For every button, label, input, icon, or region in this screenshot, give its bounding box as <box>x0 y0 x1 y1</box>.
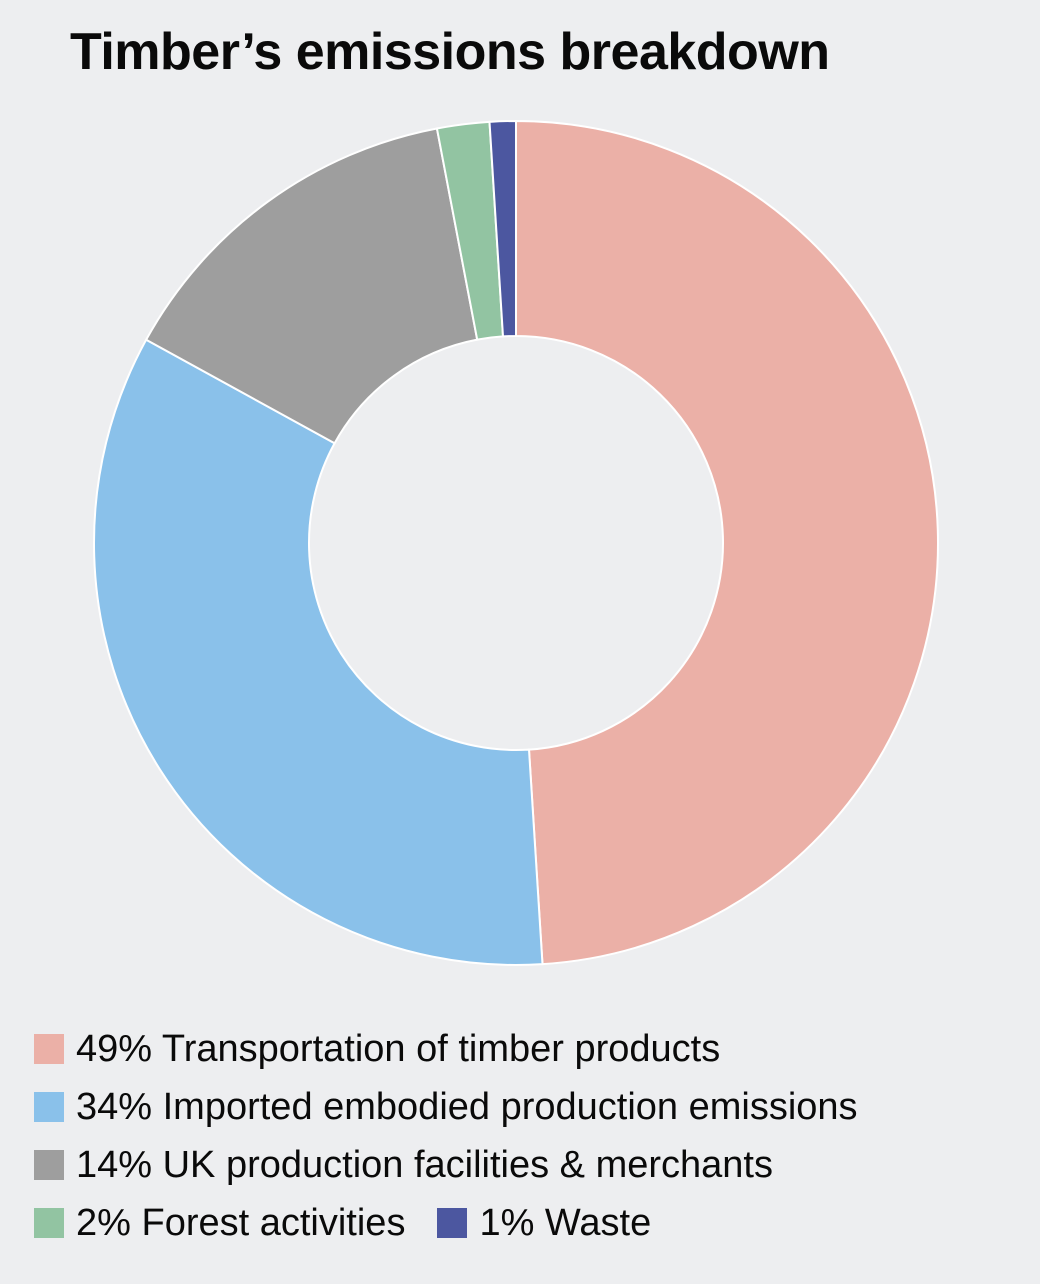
legend-swatch-forest <box>34 1208 64 1238</box>
legend-item-waste: 1% Waste <box>437 1194 651 1252</box>
legend-swatch-imported <box>34 1092 64 1122</box>
legend-item-uk-production: 14% UK production facilities & merchants <box>34 1136 773 1194</box>
donut-slice-waste <box>488 119 517 338</box>
legend-label-uk-production: 14% UK production facilities & merchants <box>76 1144 773 1186</box>
legend-row: 2% Forest activities 1% Waste <box>34 1194 890 1252</box>
legend-label-forest: 2% Forest activities <box>76 1202 406 1244</box>
legend-swatch-waste <box>437 1208 468 1238</box>
donut-chart <box>93 119 939 966</box>
chart-legend: 49% Transportation of timber products 34… <box>34 1020 890 1252</box>
legend-row: 34% Imported embodied production emissio… <box>34 1078 890 1136</box>
legend-label-waste: 1% Waste <box>479 1202 652 1244</box>
legend-label-imported: 34% Imported embodied production emissio… <box>76 1086 858 1128</box>
legend-swatch-transportation <box>34 1034 64 1064</box>
donut-slice-uk-production <box>144 127 479 445</box>
legend-swatch-uk-production <box>34 1150 64 1180</box>
legend-item-imported: 34% Imported embodied production emissio… <box>34 1078 858 1136</box>
legend-row: 14% UK production facilities & merchants <box>34 1136 890 1194</box>
donut-slice-imported <box>93 338 544 966</box>
legend-label-transportation: 49% Transportation of timber products <box>76 1028 721 1070</box>
donut-slice-transportation <box>515 119 939 966</box>
legend-item-transportation: 49% Transportation of timber products <box>34 1020 720 1078</box>
chart-title: Timber’s emissions breakdown <box>70 23 830 81</box>
legend-item-forest: 2% Forest activities <box>34 1194 405 1252</box>
legend-row: 49% Transportation of timber products <box>34 1020 890 1078</box>
